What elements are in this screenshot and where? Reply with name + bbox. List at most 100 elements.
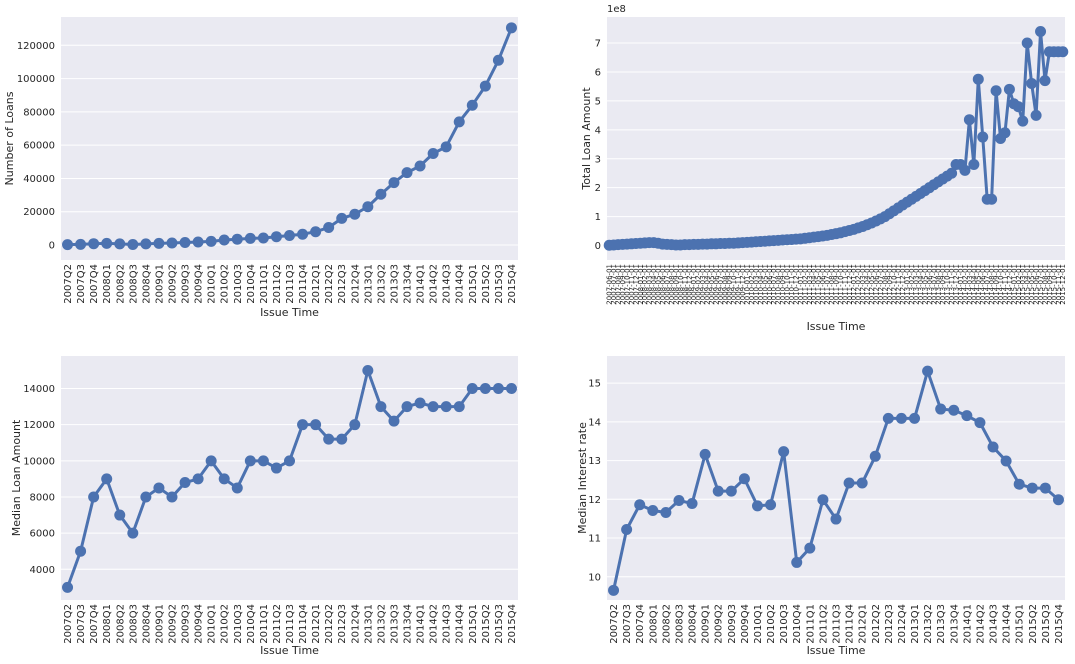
data-point	[440, 401, 452, 413]
x-tick-label: 2015Q1	[468, 604, 479, 644]
x-tick-label: 2012Q3	[337, 264, 348, 304]
x-tick-label: 2009-04-01	[703, 264, 711, 305]
x-tick-label: 2013-07-01	[930, 264, 938, 305]
data-point	[882, 412, 894, 424]
y-tick-label: 6000	[30, 529, 55, 540]
data-point	[1026, 482, 1038, 494]
x-tick-label: 2015Q1	[1015, 604, 1026, 644]
x-tick-label: 2013Q2	[923, 604, 934, 644]
data-point	[479, 383, 491, 395]
x-tick-label: 2009-03-01	[699, 264, 707, 305]
x-tick-label: 2012-07-01	[877, 264, 885, 305]
data-point	[961, 410, 973, 422]
x-tick-label: 2014Q3	[442, 264, 453, 304]
x-tick-label: 2013Q1	[363, 604, 374, 644]
x-tick-label: 2011Q4	[845, 604, 856, 644]
x-tick-label: 2011Q3	[832, 604, 843, 644]
data-point	[75, 545, 87, 557]
data-point	[140, 238, 152, 250]
data-point	[712, 485, 724, 497]
data-point	[634, 499, 646, 511]
y-tick-label: 4000	[30, 565, 55, 576]
x-tick-label: 2013-08-01	[935, 264, 943, 305]
data-point	[179, 237, 191, 249]
x-tick-label: 2011-01-01	[797, 264, 805, 305]
x-tick-label: 2010-08-01	[775, 264, 783, 305]
data-point	[1039, 75, 1051, 87]
data-point	[270, 231, 282, 243]
data-point	[1003, 83, 1015, 95]
data-point	[791, 556, 803, 568]
x-tick-label: 2009Q1	[154, 604, 165, 644]
y-tick-label: 10000	[23, 456, 55, 467]
y-tick-label: 12	[588, 495, 601, 506]
data-point	[987, 441, 999, 453]
x-tick-label: 2014Q4	[455, 264, 466, 304]
data-point	[153, 237, 165, 249]
data-point	[686, 498, 698, 510]
x-tick-label: 2008Q3	[128, 604, 139, 644]
x-tick-label: 2008Q1	[102, 604, 113, 644]
data-point	[414, 160, 426, 172]
data-point	[414, 397, 426, 409]
x-tick-label: 2013-01-01	[904, 264, 912, 305]
x-tick-label: 2015Q3	[494, 264, 505, 304]
data-point	[427, 147, 439, 159]
x-tick-label: 2015-12-01	[1059, 264, 1067, 305]
data-point	[974, 417, 986, 429]
x-tick-label: 2009Q1	[154, 264, 165, 304]
data-point	[205, 235, 217, 247]
y-axis-label: Number of Loans	[3, 91, 16, 185]
x-tick-label: 2011-07-01	[824, 264, 832, 305]
x-tick-label: 2011-02-01	[801, 264, 809, 305]
x-tick-label: 2012Q1	[858, 604, 869, 644]
x-tick-label: 2015Q4	[507, 264, 518, 304]
data-point	[1013, 478, 1025, 490]
x-tick-label: 2013Q3	[389, 264, 400, 304]
x-tick-label: 2007-12-01	[632, 264, 640, 305]
x-tick-label: 2012-06-01	[872, 264, 880, 305]
data-point	[114, 238, 126, 250]
x-tick-label: 2010Q2	[220, 604, 231, 644]
data-point	[869, 450, 881, 462]
x-tick-label: 2009-06-01	[712, 264, 720, 305]
x-tick-label: 2010Q4	[246, 264, 257, 304]
data-point	[101, 473, 113, 485]
data-point	[1057, 46, 1069, 58]
x-tick-label: 2015-07-01	[1037, 264, 1045, 305]
x-tick-label: 2010-06-01	[766, 264, 774, 305]
data-point	[375, 188, 387, 200]
data-point	[244, 232, 256, 244]
y-tick-label: 100000	[17, 74, 55, 85]
data-point	[986, 193, 998, 205]
x-tick-label: 2007-06-01	[606, 264, 614, 305]
x-tick-label: 2014-01-01	[957, 264, 965, 305]
x-tick-label: 2007Q3	[76, 604, 87, 644]
x-tick-label: 2015-10-01	[1050, 264, 1058, 305]
x-tick-label: 2011Q4	[298, 264, 309, 304]
x-tick-label: 2008-02-01	[641, 264, 649, 305]
data-point	[323, 222, 335, 234]
x-tick-label: 2011-12-01	[846, 264, 854, 305]
data-point	[205, 455, 217, 467]
x-tick-label: 2012Q2	[324, 604, 335, 644]
x-tick-label: 2015-09-01	[1046, 264, 1054, 305]
x-tick-label: 2008Q3	[128, 264, 139, 304]
data-point	[388, 177, 400, 189]
data-point	[972, 73, 984, 85]
data-point	[375, 401, 387, 413]
data-point	[310, 226, 322, 238]
x-tick-label: 2007Q4	[635, 604, 646, 644]
x-tick-label: 2008-12-01	[686, 264, 694, 305]
x-tick-label: 2008Q2	[661, 604, 672, 644]
data-point	[492, 383, 504, 395]
x-axis-label: Issue Time	[807, 644, 866, 657]
x-tick-label: 2009Q3	[181, 264, 192, 304]
x-tick-label: 2012-05-01	[868, 264, 876, 305]
x-tick-label: 2013-09-01	[939, 264, 947, 305]
y-tick-label: 120000	[17, 41, 55, 52]
y-tick-label: 40000	[23, 174, 55, 185]
x-tick-label: 2011Q3	[285, 604, 296, 644]
x-tick-label: 2010-04-01	[757, 264, 765, 305]
x-tick-label: 2015-05-01	[1028, 264, 1036, 305]
